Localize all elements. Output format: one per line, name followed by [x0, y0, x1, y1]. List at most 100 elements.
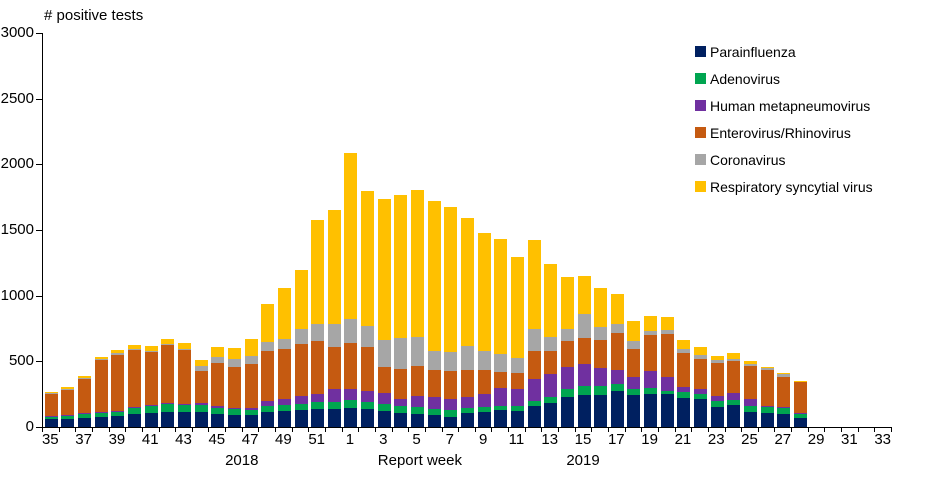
respiratory-syncytial-virus-segment	[178, 342, 191, 349]
coronavirus-segment	[344, 318, 358, 343]
legend-item: Human metapneumovirus	[695, 92, 873, 119]
human-metapneumovirus-segment	[194, 403, 208, 406]
coronavirus-segment	[760, 367, 774, 371]
human-metapneumovirus-segment	[78, 413, 92, 415]
x-tick	[158, 427, 160, 432]
human-metapneumovirus-segment	[411, 395, 425, 407]
respiratory-syncytial-virus-segment	[560, 276, 574, 330]
bar-week-7	[444, 33, 458, 427]
x-tick	[458, 427, 460, 432]
bar-week-1	[344, 33, 358, 427]
bar-week-50	[294, 33, 308, 427]
parainfluenza-segment	[61, 418, 75, 427]
human-metapneumovirus-segment	[144, 405, 158, 406]
enterovirus-rhinovirus-segment	[227, 366, 241, 408]
adenovirus-segment	[527, 401, 541, 406]
adenovirus-segment	[311, 401, 325, 410]
enterovirus-rhinovirus-segment	[744, 366, 757, 399]
human-metapneumovirus-segment	[710, 395, 724, 402]
adenovirus-segment	[178, 405, 191, 412]
adenovirus-segment	[777, 408, 791, 414]
legend-item: Coronavirus	[695, 146, 873, 173]
x-tick	[674, 427, 676, 432]
x-tick-label: 25	[741, 431, 758, 448]
x-tick	[358, 427, 360, 432]
respiratory-syncytial-virus-segment	[660, 316, 674, 330]
y-tick	[36, 164, 42, 166]
x-tick	[807, 427, 809, 432]
parainfluenza-segment	[427, 415, 441, 427]
bar-week-14	[560, 33, 574, 427]
coronavirus-segment	[261, 341, 275, 351]
parainfluenza-segment	[178, 411, 191, 427]
parainfluenza-segment	[461, 413, 474, 427]
bar-week-19	[644, 33, 658, 427]
adenovirus-segment	[211, 408, 225, 415]
bar-week-39	[111, 33, 125, 427]
parainfluenza-segment	[644, 393, 658, 427]
enterovirus-rhinovirus-segment	[377, 366, 391, 394]
human-metapneumovirus-segment	[594, 367, 608, 386]
respiratory-syncytial-virus-segment	[744, 361, 757, 364]
adenovirus-segment	[577, 386, 591, 395]
parainfluenza-segment	[327, 408, 341, 427]
parainfluenza-segment	[277, 410, 291, 427]
coronavirus-segment	[277, 338, 291, 350]
x-tick-label: 1	[345, 431, 355, 448]
bar-week-45	[211, 33, 225, 427]
enterovirus-rhinovirus-segment	[477, 370, 491, 395]
coronavirus-segment	[727, 359, 741, 362]
enterovirus-rhinovirus-segment	[61, 389, 75, 415]
enterovirus-rhinovirus-segment	[294, 343, 308, 397]
respiratory-syncytial-virus-segment	[644, 316, 658, 331]
bar-week-3	[377, 33, 391, 427]
bar-week-2	[361, 33, 375, 427]
legend-swatch	[695, 154, 706, 165]
bar-week-17	[610, 33, 624, 427]
adenovirus-segment	[444, 410, 458, 417]
bar-week-8	[461, 33, 474, 427]
human-metapneumovirus-segment	[660, 377, 674, 391]
human-metapneumovirus-segment	[61, 414, 75, 416]
coronavirus-segment	[560, 329, 574, 342]
parainfluenza-segment	[194, 412, 208, 427]
bar-week-23	[710, 33, 724, 427]
respiratory-syncytial-virus-segment	[161, 338, 175, 344]
respiratory-syncytial-virus-segment	[411, 190, 425, 337]
year-label-2019: 2019	[566, 452, 600, 469]
respiratory-syncytial-virus-segment	[261, 303, 275, 342]
adenovirus-segment	[277, 404, 291, 411]
legend-swatch	[695, 46, 706, 57]
parainfluenza-segment	[244, 415, 258, 427]
x-tick	[558, 427, 560, 432]
enterovirus-rhinovirus-segment	[660, 333, 674, 378]
bar-week-47	[244, 33, 258, 427]
parainfluenza-segment	[144, 413, 158, 427]
enterovirus-rhinovirus-segment	[244, 364, 258, 408]
x-tick	[508, 427, 510, 432]
enterovirus-rhinovirus-segment	[544, 350, 558, 374]
x-tick-label: 21	[674, 431, 692, 448]
human-metapneumovirus-segment	[461, 396, 474, 409]
respiratory-syncytial-virus-segment	[377, 199, 391, 341]
x-tick-label: 11	[508, 431, 525, 448]
respiratory-syncytial-virus-segment	[244, 338, 258, 356]
x-tick	[141, 427, 143, 432]
bar-week-27	[777, 33, 791, 427]
enterovirus-rhinovirus-segment	[594, 339, 608, 368]
parainfluenza-segment	[444, 416, 458, 427]
human-metapneumovirus-segment	[427, 396, 441, 410]
adenovirus-segment	[94, 413, 108, 417]
legend-swatch	[695, 127, 706, 138]
parainfluenza-segment	[793, 418, 807, 427]
adenovirus-segment	[227, 409, 241, 416]
x-tick	[175, 427, 177, 432]
y-tick	[36, 295, 42, 297]
bar-week-9	[477, 33, 491, 427]
adenovirus-segment	[327, 402, 341, 409]
coronavirus-segment	[78, 378, 92, 379]
adenovirus-segment	[760, 407, 774, 414]
x-tick	[291, 427, 293, 432]
legend-swatch	[695, 181, 706, 192]
enterovirus-rhinovirus-segment	[444, 370, 458, 399]
